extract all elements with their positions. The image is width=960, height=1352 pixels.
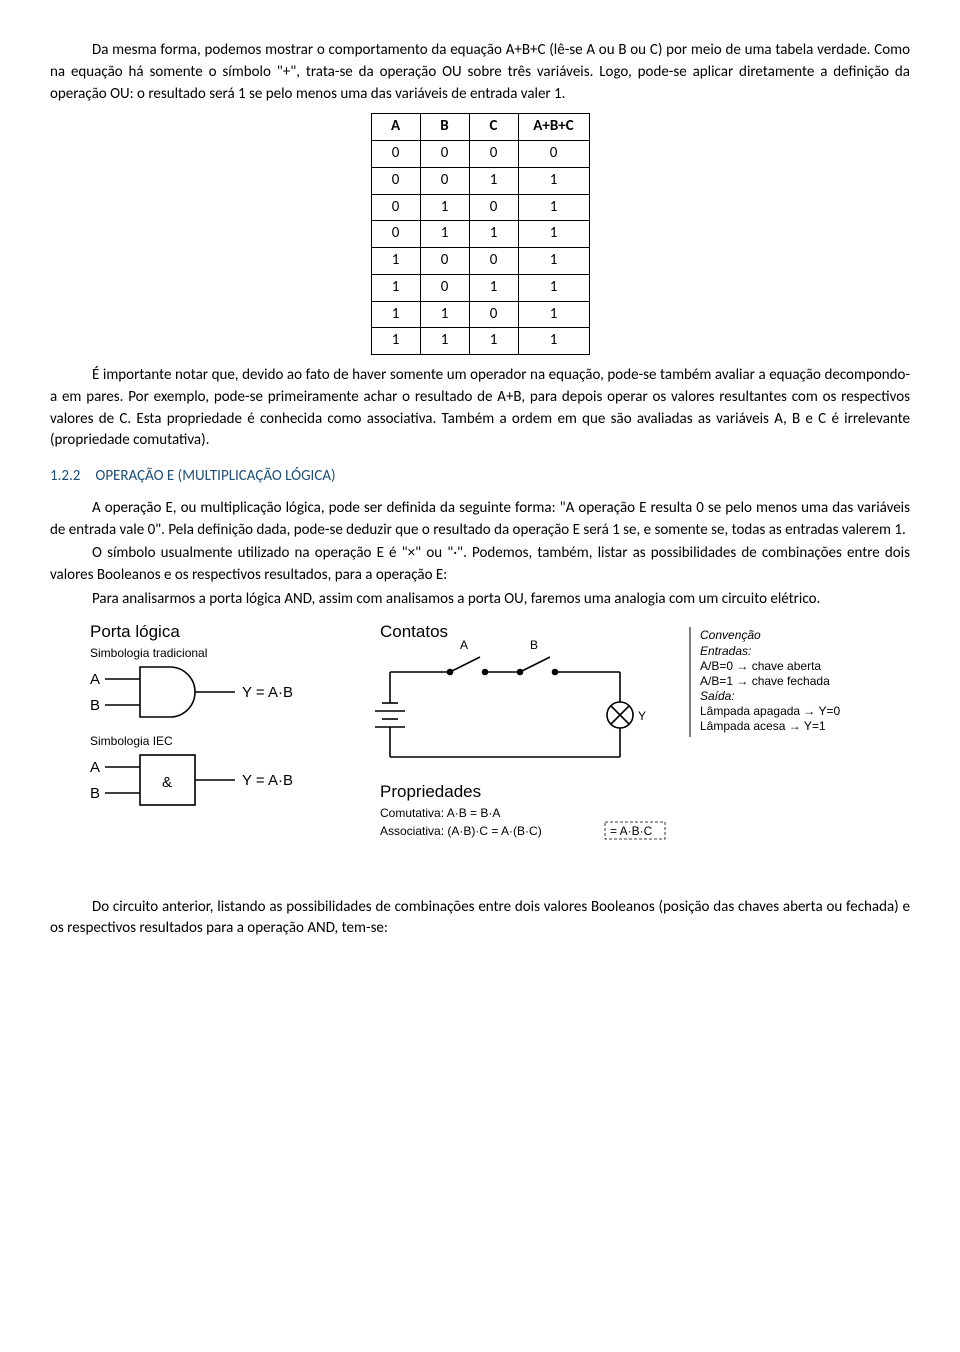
fig-conv-l1: A/B=0 → chave aberta [700, 659, 821, 673]
table-cell: 0 [469, 194, 518, 221]
fig-switch-a: A [460, 638, 468, 652]
table-cell: 1 [371, 301, 420, 328]
table-cell: 0 [420, 141, 469, 168]
table-cell: 1 [469, 167, 518, 194]
table-cell: 1 [518, 194, 589, 221]
paragraph-5: Para analisarmos a porta lógica AND, ass… [50, 589, 910, 611]
th-c: C [469, 114, 518, 141]
table-row: 0111 [371, 221, 589, 248]
fig-iec-a: A [90, 759, 100, 776]
table-row: 0000 [371, 141, 589, 168]
table-cell: 0 [469, 248, 518, 275]
table-cell: 1 [420, 301, 469, 328]
fig-iec-b: B [90, 785, 100, 802]
fig-trad-b: B [90, 697, 100, 714]
table-cell: 0 [518, 141, 589, 168]
fig-trad-a: A [90, 671, 100, 688]
table-cell: 1 [420, 221, 469, 248]
fig-prop-com: Comutativa: A·B = B·A [380, 806, 500, 820]
table-cell: 1 [371, 328, 420, 355]
table-cell: 0 [371, 221, 420, 248]
fig-iec-symbol: & [162, 774, 172, 791]
table-cell: 1 [518, 248, 589, 275]
fig-conv-saida: Saída: [700, 689, 735, 703]
table-cell: 1 [469, 221, 518, 248]
fig-lamp-y: Y [638, 709, 646, 723]
table-cell: 0 [420, 274, 469, 301]
table-row: 1101 [371, 301, 589, 328]
fig-prop-ass-right: = A·B·C [610, 824, 653, 838]
fig-prop-title: Propriedades [380, 782, 481, 801]
table-cell: 1 [371, 248, 420, 275]
paragraph-3: A operação E, ou multiplicação lógica, p… [50, 498, 910, 542]
table-cell: 0 [420, 248, 469, 275]
fig-iec-eq: Y = A·B [242, 772, 293, 789]
table-cell: 1 [518, 167, 589, 194]
fig-conv-title: Convenção [700, 628, 761, 642]
table-row: 1011 [371, 274, 589, 301]
table-cell: 0 [371, 194, 420, 221]
figure-and-gate: Porta lógica Simbologia tradicional A B … [50, 617, 910, 887]
paragraph-1: Da mesma forma, podemos mostrar o compor… [50, 40, 910, 105]
table-cell: 0 [420, 167, 469, 194]
table-cell: 1 [518, 274, 589, 301]
truth-table-or3: A B C A+B+C 0000001101010111100110111101… [371, 113, 590, 355]
paragraph-2: É importante notar que, devido ao fato d… [50, 365, 910, 452]
fig-conv-ent: Entradas: [700, 644, 751, 658]
th-b: B [420, 114, 469, 141]
section-heading-1-2-2: 1.2.2 OPERAÇÃO E (MULTIPLICAÇÃO LÓGICA) [50, 466, 910, 488]
fig-trad-eq: Y = A·B [242, 684, 293, 701]
fig-simb-iec: Simbologia IEC [90, 734, 173, 748]
fig-prop-ass-left: Associativa: (A·B)·C = A·(B·C) [380, 824, 542, 838]
th-a: A [371, 114, 420, 141]
table-cell: 1 [420, 328, 469, 355]
table-row: 1001 [371, 248, 589, 275]
fig-conv-l3: Lâmpada apagada → Y=0 [700, 704, 841, 718]
fig-conv-l4: Lâmpada acesa → Y=1 [700, 719, 826, 733]
and-gate-traditional-icon [105, 667, 235, 717]
table-cell: 0 [469, 301, 518, 328]
table-cell: 0 [371, 141, 420, 168]
paragraph-4: O símbolo usualmente utilizado na operaç… [50, 543, 910, 587]
table-cell: 1 [469, 274, 518, 301]
paragraph-6: Do circuito anterior, listando as possib… [50, 897, 910, 941]
table-row: 1111 [371, 328, 589, 355]
fig-simb-trad: Simbologia tradicional [90, 646, 207, 660]
table-cell: 1 [518, 221, 589, 248]
table-cell: 1 [371, 274, 420, 301]
fig-col1-title: Porta lógica [90, 622, 180, 641]
table-row: 0101 [371, 194, 589, 221]
table-row: 0011 [371, 167, 589, 194]
fig-conv-l2: A/B=1 → chave fechada [700, 674, 830, 688]
table-cell: 1 [420, 194, 469, 221]
table-cell: 1 [518, 301, 589, 328]
th-result: A+B+C [518, 114, 589, 141]
table-cell: 0 [469, 141, 518, 168]
fig-switch-b: B [530, 638, 538, 652]
table-cell: 1 [518, 328, 589, 355]
table-cell: 0 [371, 167, 420, 194]
table-cell: 1 [469, 328, 518, 355]
fig-col2-title: Contatos [380, 622, 448, 641]
circuit-icon [375, 657, 633, 757]
